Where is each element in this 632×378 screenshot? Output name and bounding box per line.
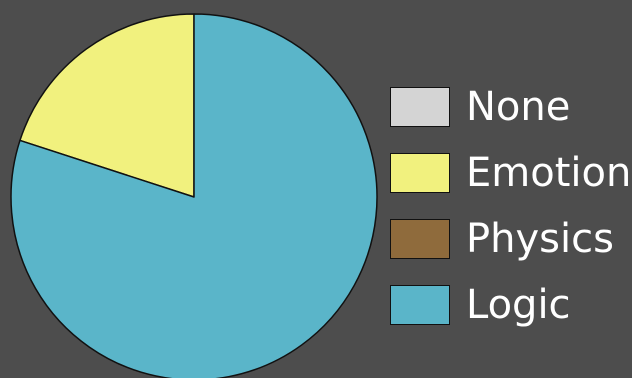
legend-label-physics: Physics: [466, 216, 614, 262]
legend-item-emotion: Emotion: [390, 140, 632, 206]
pie-slice-emotion: [19, 13, 195, 198]
legend-swatch-physics: [390, 219, 450, 259]
legend-label-logic: Logic: [466, 282, 571, 328]
pie-slice-logic: [10, 13, 378, 378]
legend-item-logic: Logic: [390, 272, 632, 338]
legend-label-none: None: [466, 84, 571, 130]
legend-swatch-none: [390, 87, 450, 127]
legend-label-emotion: Emotion: [466, 150, 632, 196]
legend-item-physics: Physics: [390, 206, 632, 272]
legend-item-none: None: [390, 74, 632, 140]
legend-swatch-emotion: [390, 153, 450, 193]
legend-swatch-logic: [390, 285, 450, 325]
legend: None Emotion Physics Logic: [390, 74, 632, 338]
